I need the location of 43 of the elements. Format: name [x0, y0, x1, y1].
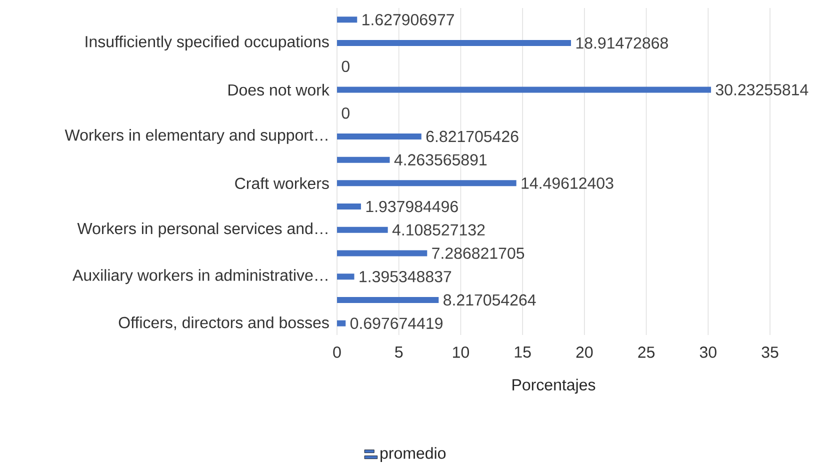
x-tick-label: 10 [453, 346, 469, 358]
x-tick-label: 25 [638, 346, 655, 358]
bar [337, 250, 428, 256]
x-tick-label: 35 [762, 346, 778, 358]
bar [337, 320, 346, 326]
data-label: 7.286821705 [432, 248, 524, 259]
y-tick-label: Insufficiently specified occupations [86, 36, 329, 50]
data-label: 4.108527132 [392, 224, 485, 236]
bar [337, 274, 354, 280]
data-label: 0 [342, 107, 350, 119]
data-label: 1.627906977 [362, 14, 454, 26]
y-tick-label: Auxiliary workers in administrative… [72, 269, 328, 284]
bar [337, 180, 516, 186]
data-label: 4.263565891 [394, 154, 487, 166]
bar [337, 204, 361, 210]
data-label: 18.91472868 [576, 37, 668, 49]
bar [337, 133, 422, 140]
data-label: 8.217054264 [444, 294, 536, 306]
x-tick-label: 0 [333, 346, 341, 358]
y-tick-label: Craft workers [235, 177, 329, 190]
bar [337, 16, 358, 23]
x-tick-label: 30 [700, 346, 716, 358]
data-label: 6.821705426 [426, 130, 518, 142]
data-label: 0.697674419 [350, 318, 442, 329]
bar [337, 296, 439, 303]
x-tick-label: 5 [395, 346, 403, 358]
data-label: 1.395348837 [360, 270, 452, 282]
x-tick-label: 15 [514, 346, 531, 358]
data-label: 30.23255814 [716, 84, 808, 96]
legend-label: promedio [380, 447, 446, 462]
y-tick-label: Does not work [228, 84, 330, 96]
x-tick-label: 20 [576, 346, 593, 358]
y-tick-label: Workers in personal services and… [77, 222, 328, 238]
data-label: 14.49612403 [522, 178, 614, 189]
data-label: 0 [342, 60, 350, 72]
y-tick-label: Workers in elementary and support… [64, 129, 328, 144]
bar [337, 156, 390, 163]
bar [337, 40, 572, 46]
y-tick-label: Officers, directors and bosses [118, 316, 329, 330]
bar [337, 86, 712, 93]
bar [337, 226, 388, 233]
x-axis-title: Porcentajes [512, 378, 596, 394]
data-label: 1.937984496 [366, 200, 458, 212]
